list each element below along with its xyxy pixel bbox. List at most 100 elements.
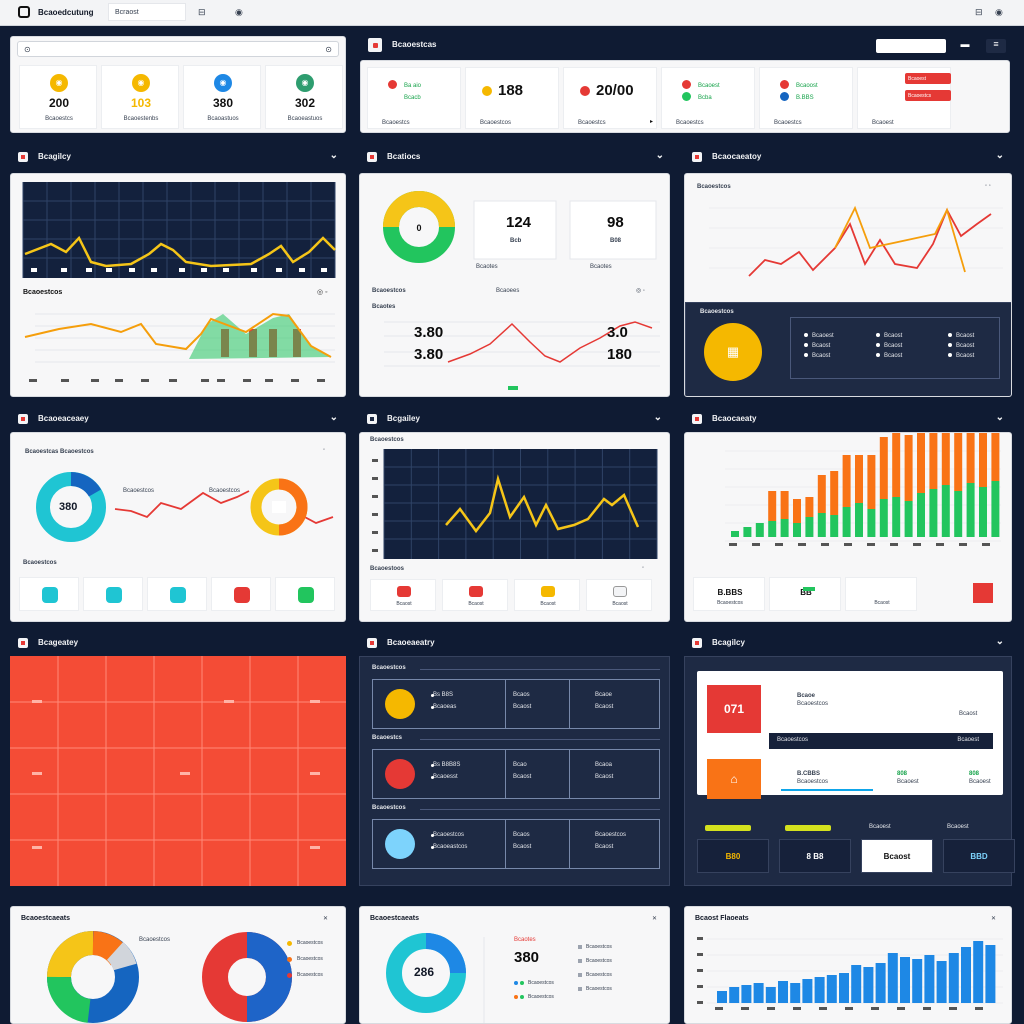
panel-9-key[interactable]: B80 — [697, 839, 769, 873]
x-tick — [169, 379, 177, 382]
panel-header-p6: Bcaocaeaty ⌄ — [684, 412, 1012, 426]
x-tick — [867, 543, 875, 546]
action-tile[interactable]: Bcaost — [586, 579, 652, 611]
panel-4-charts — [36, 472, 334, 542]
panel-1-subtitle: Bcaoestcos — [23, 289, 62, 296]
panel-2-label: Bcaotes — [372, 304, 396, 310]
y-tick — [372, 459, 378, 462]
icon-tile[interactable] — [147, 577, 207, 611]
panel-5-subtitle-2: Bcaoestoos — [370, 566, 405, 572]
window-icon[interactable]: ⊟ — [198, 7, 206, 17]
panel-2-value-2: 98 — [607, 214, 624, 231]
legend-label: Bcaoestcos — [586, 986, 612, 992]
bar — [887, 953, 898, 1003]
action-tile[interactable]: Bcaost — [442, 579, 508, 611]
clear-icon[interactable]: ⊙ — [325, 45, 332, 54]
panel-6-green-chip — [803, 587, 815, 591]
action-tile[interactable]: Bcaost — [370, 579, 436, 611]
group-value: Bcaoestcos — [433, 832, 465, 838]
panel-header-p5: Bcgailey ⌄ — [359, 412, 670, 426]
panel-2-value-1: 124 — [506, 214, 532, 231]
x-tick — [844, 543, 852, 546]
chevron-down-icon[interactable]: ⌄ — [329, 412, 338, 423]
stat-icon — [580, 86, 590, 96]
group-value: Bs B8B8S — [433, 762, 461, 768]
chevron-down-icon[interactable]: ⌄ — [653, 412, 662, 423]
bar-orange — [842, 455, 851, 507]
stats-minimize-icon[interactable]: ▬ — [960, 39, 970, 49]
y-tick — [372, 549, 378, 552]
x-tick — [729, 543, 737, 546]
panel-header-p7: Bcageatey — [10, 636, 346, 650]
settings-icon[interactable]: ◉ — [235, 7, 243, 17]
bar-green — [830, 515, 839, 537]
panel-10-title: Bcaoestcaeats — [21, 915, 71, 922]
group-icon — [385, 829, 415, 859]
stats-input[interactable] — [876, 39, 946, 53]
kpi-tile: ◉ 380 Bcaoastuos — [183, 65, 261, 129]
store-icon: ⌂ — [707, 759, 761, 799]
bar-orange — [780, 491, 789, 519]
panel-9-chip-label-1: Bcaoest — [869, 824, 891, 830]
search-input[interactable]: ⊙ ⊙ — [17, 41, 339, 57]
stats-button-1[interactable]: Bcaoest — [905, 73, 951, 84]
stats-button-2[interactable]: Bcaoestcs — [905, 90, 951, 101]
legend-label: Bcaoestcos — [586, 972, 612, 978]
panel-icon-inner — [370, 641, 374, 645]
icon-tile[interactable] — [211, 577, 271, 611]
panel-2-value-2-label: B08 — [610, 238, 622, 244]
panel-6-red-button[interactable] — [973, 583, 993, 603]
panel-4-more-icon[interactable]: ◦ — [323, 447, 326, 453]
action-icon — [613, 586, 627, 597]
layout-icon[interactable]: ⊟ — [975, 7, 983, 17]
top-bar: Bcaoedcutung Bcraost ⊟ ◉ ⊟ ◉ — [0, 0, 1024, 26]
panel-9-key[interactable]: BBD — [943, 839, 1015, 873]
legend-marker — [578, 959, 582, 963]
icon-tile[interactable] — [19, 577, 79, 611]
cell-label — [32, 846, 42, 849]
user-icon[interactable]: ◉ — [995, 7, 1003, 17]
action-tile[interactable]: Bcaost — [514, 579, 580, 611]
panel-11-close-icon[interactable]: ✕ — [652, 916, 658, 922]
panel-6-chart — [725, 433, 1001, 546]
panel-icon-inner — [695, 155, 699, 159]
group-value: Bcaoeas — [433, 704, 457, 710]
panel-title: Bcagilcy — [712, 638, 745, 647]
panel-icon-inner — [21, 155, 25, 159]
bar — [741, 985, 752, 1003]
panel-5: Bcaoestcos Bcaoestoos ◦ Bcaost Bcaost Bcao… — [359, 432, 670, 622]
icon-tile[interactable] — [275, 577, 335, 611]
tab-main[interactable]: Bcraost — [108, 3, 186, 21]
chevron-down-icon[interactable]: ⌄ — [329, 150, 338, 161]
panel-2-metric-2: 3.80 — [414, 346, 444, 363]
chevron-down-icon[interactable]: ⌄ — [995, 636, 1004, 647]
chevron-down-icon[interactable]: ⌄ — [995, 412, 1004, 423]
panel-6-tile: B.BBS Bcaoestcos — [693, 577, 765, 611]
group-bullet — [431, 764, 434, 767]
panel-5-more-icon[interactable]: ◦ — [642, 565, 645, 571]
stat-label: Bcaoest — [872, 120, 894, 126]
chevron-down-icon[interactable]: ⌄ — [995, 150, 1004, 161]
panel-3-more-icon[interactable]: ◦ ◦ — [985, 183, 991, 189]
panel-1-more-icon[interactable]: ◎ ◦ — [317, 289, 328, 296]
bar-orange — [892, 433, 901, 497]
summary-item: Bcaost — [804, 353, 830, 359]
panel-2-more-icon[interactable]: ◎ ◦ — [636, 288, 646, 294]
group-header: Bcaoestcs — [372, 735, 403, 741]
panel-9-key[interactable]: 8 B8 — [779, 839, 851, 873]
panel-12-close-icon[interactable]: ✕ — [991, 916, 997, 922]
icon-tile[interactable] — [83, 577, 143, 611]
x-tick — [923, 1007, 931, 1010]
chevron-down-icon[interactable]: ⌄ — [655, 150, 664, 161]
stat-dot — [780, 80, 789, 89]
bar-orange — [793, 499, 801, 523]
panel-10-close-icon[interactable]: ✕ — [323, 916, 329, 922]
panel-9-key[interactable]: Bcaost — [861, 839, 933, 873]
panel-icon-inner — [695, 417, 699, 421]
bar-orange — [979, 433, 987, 487]
y-tick — [697, 1001, 703, 1004]
stat-label: Bcaoestcs — [676, 120, 704, 126]
menu-icon[interactable]: ≡ — [986, 39, 1006, 53]
line-series-orange-3 — [834, 205, 966, 273]
action-label: Bcaost — [468, 601, 484, 607]
